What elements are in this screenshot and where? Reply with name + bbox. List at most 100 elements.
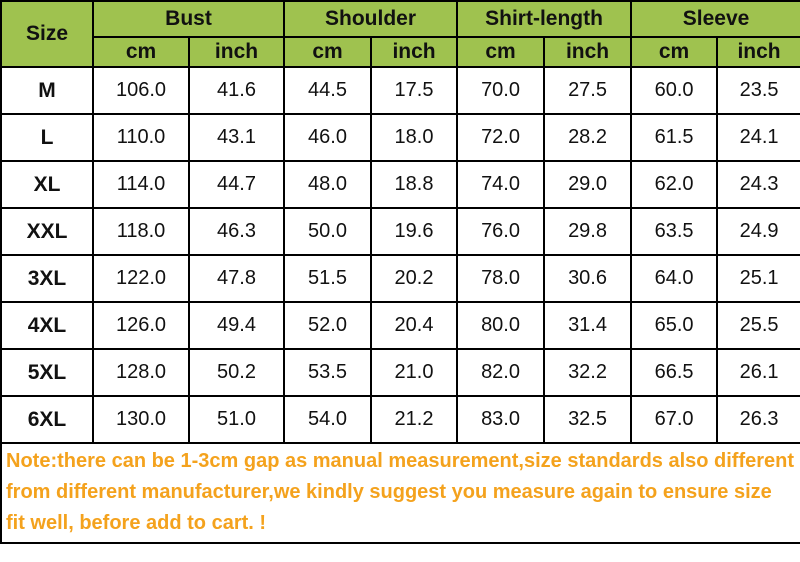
- group-header: Sleeve: [630, 0, 800, 38]
- unit-header: cm: [456, 36, 546, 68]
- measurement: 28.2: [543, 113, 633, 162]
- measurement: 26.1: [716, 348, 800, 397]
- measurement: 76.0: [456, 207, 546, 256]
- measurement: 29.0: [543, 160, 633, 209]
- measurement: 43.1: [187, 113, 286, 162]
- size-label: 4XL: [0, 301, 94, 350]
- group-header: Shirt-length: [456, 0, 633, 38]
- measurement: 70.0: [456, 66, 546, 115]
- table-row: 6XL 130.0 51.0 54.0 21.2 83.0 32.5 67.0 26.3: [0, 395, 800, 444]
- measurement: 47.8: [187, 254, 286, 303]
- unit-header: cm: [630, 36, 719, 68]
- unit-header: cm: [283, 36, 373, 68]
- measurement: 49.4: [187, 301, 286, 350]
- size-label: L: [0, 113, 94, 162]
- measurement: 25.5: [716, 301, 800, 350]
- measurement: 74.0: [456, 160, 546, 209]
- measurement: 67.0: [630, 395, 719, 444]
- measurement: 20.4: [370, 301, 459, 350]
- measurement: 21.0: [370, 348, 459, 397]
- measurement: 52.0: [283, 301, 373, 350]
- measurement: 60.0: [630, 66, 719, 115]
- measurement: 30.6: [543, 254, 633, 303]
- measurement: 62.0: [630, 160, 719, 209]
- measurement: 83.0: [456, 395, 546, 444]
- measurement: 126.0: [92, 301, 190, 350]
- unit-header: inch: [187, 36, 286, 68]
- size-label: 3XL: [0, 254, 94, 303]
- measurement: 63.5: [630, 207, 719, 256]
- measurement: 53.5: [283, 348, 373, 397]
- measurement: 27.5: [543, 66, 633, 115]
- measurement: 114.0: [92, 160, 190, 209]
- size-label: XXL: [0, 207, 94, 256]
- measurement: 50.0: [283, 207, 373, 256]
- table-row: Note:there can be 1-3cm gap as manual me…: [0, 442, 800, 544]
- measurement: 122.0: [92, 254, 190, 303]
- group-header: Bust: [91, 0, 286, 38]
- table-row: 3XL 122.0 47.8 51.5 20.2 78.0 30.6 64.0 25.1: [0, 254, 800, 303]
- group-header: Shoulder: [283, 0, 459, 38]
- measurement: 46.0: [283, 113, 373, 162]
- measurement: 32.2: [543, 348, 633, 397]
- table-body: Size Bust Shoulder Shirt-length Sleeve cm inch…: [0, 0, 800, 544]
- measurement: 24.3: [716, 160, 800, 209]
- measurement: 80.0: [456, 301, 546, 350]
- measurement: 118.0: [92, 207, 190, 256]
- measurement: 110.0: [92, 113, 190, 162]
- table-row: L 110.0 43.1 46.0 18.0 72.0 28.2 61.5 24.1: [0, 113, 800, 162]
- measurement: 54.0: [283, 395, 373, 444]
- measurement: 50.2: [187, 348, 286, 397]
- measurement: 128.0: [92, 348, 190, 397]
- measurement: 23.5: [716, 66, 800, 115]
- measurement: 19.6: [370, 207, 459, 256]
- table-row: 4XL 126.0 49.4 52.0 20.4 80.0 31.4 65.0 25.5: [0, 301, 800, 350]
- measurement: 26.3: [716, 395, 800, 444]
- measurement: 130.0: [92, 395, 190, 444]
- measurement: 17.5: [370, 66, 459, 115]
- size-chart: Size Bust Shoulder Shirt-length Sleeve cm inch…: [0, 0, 800, 544]
- measurement: 66.5: [630, 348, 719, 397]
- note: Note:there can be 1-3cm gap as manual me…: [0, 442, 800, 544]
- measurement: 51.5: [283, 254, 373, 303]
- table-row: M 106.0 41.6 44.5 17.5 70.0 27.5 60.0 23.5: [0, 66, 800, 115]
- measurement: 18.8: [370, 160, 459, 209]
- measurement: 64.0: [630, 254, 719, 303]
- measurement: 25.1: [716, 254, 800, 303]
- measurement: 44.5: [283, 66, 373, 115]
- size-header: Size: [0, 0, 94, 68]
- measurement: 46.3: [187, 207, 286, 256]
- measurement: 29.8: [543, 207, 633, 256]
- unit-header: inch: [716, 36, 800, 68]
- table-row: Size Bust Shoulder Shirt-length Sleeve: [0, 0, 800, 68]
- measurement: 31.4: [543, 301, 633, 350]
- size-label: XL: [0, 160, 94, 209]
- table-row: XL 114.0 44.7 48.0 18.8 74.0 29.0 62.0 24.3: [0, 160, 800, 209]
- unit-header: cm: [92, 36, 190, 68]
- measurement: 21.2: [370, 395, 459, 444]
- size-label: 5XL: [0, 348, 94, 397]
- table-row: XXL 118.0 46.3 50.0 19.6 76.0 29.8 63.5 24.9: [0, 207, 800, 256]
- measurement: 24.9: [716, 207, 800, 256]
- measurement: 18.0: [370, 113, 459, 162]
- measurement: 78.0: [456, 254, 546, 303]
- measurement: 61.5: [630, 113, 719, 162]
- measurement: 65.0: [630, 301, 719, 350]
- measurement: 20.2: [370, 254, 459, 303]
- table-row: cm inch cm inch cm inch cm inch: [1, 36, 800, 68]
- measurement: 41.6: [187, 66, 286, 115]
- table-row: 5XL 128.0 50.2 53.5 21.0 82.0 32.2 66.5 26.1: [0, 348, 800, 397]
- measurement: 24.1: [716, 113, 800, 162]
- measurement: 48.0: [283, 160, 373, 209]
- measurement: 82.0: [456, 348, 546, 397]
- size-label: 6XL: [0, 395, 94, 444]
- measurement: 106.0: [92, 66, 190, 115]
- measurement: 72.0: [456, 113, 546, 162]
- measurement: 51.0: [187, 395, 286, 444]
- unit-header: inch: [370, 36, 459, 68]
- measurement: 32.5: [543, 395, 633, 444]
- size-label: M: [0, 66, 94, 115]
- unit-header: inch: [543, 36, 633, 68]
- measurement: 44.7: [187, 160, 286, 209]
